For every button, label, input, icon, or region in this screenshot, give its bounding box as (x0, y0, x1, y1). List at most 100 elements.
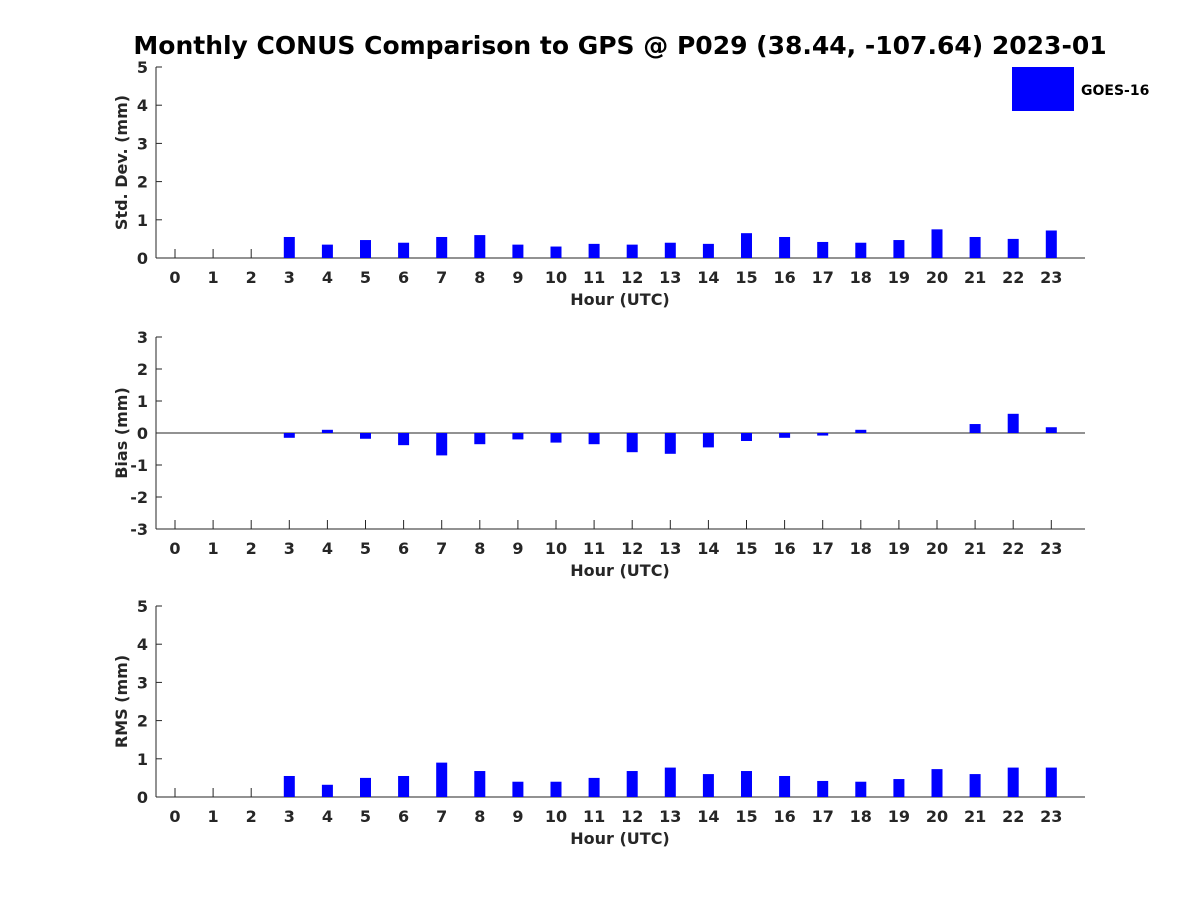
y-tick-label: 0 (137, 788, 148, 807)
bar-hour-19 (893, 240, 905, 258)
x-tick-label: 16 (773, 807, 795, 826)
bar-hour-18 (855, 781, 867, 797)
bar-hour-15 (741, 233, 752, 258)
x-tick-label: 2 (246, 539, 257, 558)
x-tick-label: 11 (583, 268, 605, 287)
y-tick-label: 0 (137, 424, 148, 443)
bar-hour-20 (931, 229, 943, 258)
y-tick-label: 2 (137, 360, 148, 379)
bar-hour-13 (664, 433, 676, 454)
x-tick-label: 0 (169, 539, 180, 558)
bar-hour-4 (321, 429, 333, 433)
bar-hour-11 (588, 433, 600, 445)
bar-hour-16 (779, 775, 791, 797)
x-tick-label: 18 (850, 268, 872, 287)
bar-hour-5 (360, 240, 371, 258)
x-tick-label: 3 (284, 807, 295, 826)
bar-hour-23 (1045, 427, 1057, 433)
x-tick-label: 5 (360, 539, 371, 558)
bar-hour-8 (474, 433, 486, 445)
bar-hour-7 (436, 762, 448, 797)
bar-hour-8 (474, 235, 486, 258)
x-tick-label: 8 (474, 539, 485, 558)
x-tick-label: 4 (322, 807, 333, 826)
x-axis-label: Hour (UTC) (570, 829, 670, 848)
y-tick-label: -1 (130, 456, 148, 475)
bar-hour-3 (283, 236, 295, 258)
y-tick-label: 2 (137, 173, 148, 192)
bar-hour-19 (893, 779, 905, 797)
x-tick-label: 8 (474, 807, 485, 826)
y-tick-label: 4 (137, 96, 148, 115)
bar-hour-6 (398, 242, 410, 258)
x-tick-label: 16 (773, 268, 795, 287)
bar-hour-14 (702, 433, 714, 448)
y-tick-label: 2 (137, 712, 148, 731)
x-tick-label: 21 (964, 268, 986, 287)
y-tick-label: 5 (137, 58, 148, 77)
x-tick-label: 19 (888, 807, 910, 826)
x-tick-label: 21 (964, 539, 986, 558)
x-tick-label: 0 (169, 268, 180, 287)
bar-hour-22 (1007, 238, 1019, 258)
bar-hour-9 (512, 781, 524, 797)
x-tick-label: 8 (474, 268, 485, 287)
bar-hour-12 (626, 433, 638, 453)
bar-hour-12 (626, 771, 638, 797)
x-tick-label: 9 (512, 268, 523, 287)
x-tick-label: 22 (1002, 268, 1024, 287)
x-tick-label: 18 (850, 807, 872, 826)
x-tick-label: 15 (735, 268, 757, 287)
y-tick-label: 3 (137, 328, 148, 347)
x-tick-label: 7 (436, 807, 447, 826)
x-tick-label: 4 (322, 268, 333, 287)
y-axis-label: Bias (mm) (112, 387, 131, 479)
bar-hour-21 (969, 236, 981, 258)
bar-hour-7 (436, 433, 448, 456)
x-tick-label: 2 (246, 268, 257, 287)
bar-hour-5 (360, 433, 371, 439)
x-tick-label: 1 (208, 807, 219, 826)
bar-hour-16 (779, 433, 791, 438)
x-tick-label: 23 (1040, 539, 1062, 558)
y-axis-label: Std. Dev. (mm) (112, 95, 131, 230)
bar-hour-17 (817, 433, 829, 436)
x-axis-label: Hour (UTC) (570, 561, 670, 580)
bar-hour-10 (550, 246, 562, 258)
x-tick-label: 15 (735, 539, 757, 558)
x-tick-label: 6 (398, 807, 409, 826)
bar-hour-18 (855, 429, 867, 433)
x-tick-label: 17 (812, 539, 834, 558)
x-tick-label: 12 (621, 807, 643, 826)
x-tick-label: 17 (812, 268, 834, 287)
bar-hour-14 (702, 774, 714, 797)
bar-hour-4 (321, 244, 333, 258)
bar-hour-11 (588, 777, 600, 797)
y-tick-label: 5 (137, 597, 148, 616)
x-tick-label: 19 (888, 539, 910, 558)
bar-hour-18 (855, 242, 867, 258)
x-tick-label: 11 (583, 539, 605, 558)
x-tick-label: 11 (583, 807, 605, 826)
x-tick-label: 14 (697, 539, 719, 558)
x-tick-label: 10 (545, 268, 567, 287)
x-tick-label: 20 (926, 268, 948, 287)
y-tick-label: 4 (137, 635, 148, 654)
bar-hour-14 (702, 243, 714, 258)
bar-hour-5 (360, 777, 371, 797)
bar-hour-22 (1007, 767, 1019, 797)
y-tick-label: 1 (137, 211, 148, 230)
bar-hour-10 (550, 781, 562, 797)
bar-hour-13 (664, 767, 676, 797)
x-tick-label: 0 (169, 807, 180, 826)
x-tick-label: 19 (888, 268, 910, 287)
bar-hour-7 (436, 236, 448, 258)
x-tick-label: 13 (659, 268, 681, 287)
x-tick-label: 4 (322, 539, 333, 558)
bar-hour-9 (512, 244, 524, 258)
x-tick-label: 22 (1002, 539, 1024, 558)
y-tick-label: 0 (137, 249, 148, 268)
x-tick-label: 6 (398, 268, 409, 287)
